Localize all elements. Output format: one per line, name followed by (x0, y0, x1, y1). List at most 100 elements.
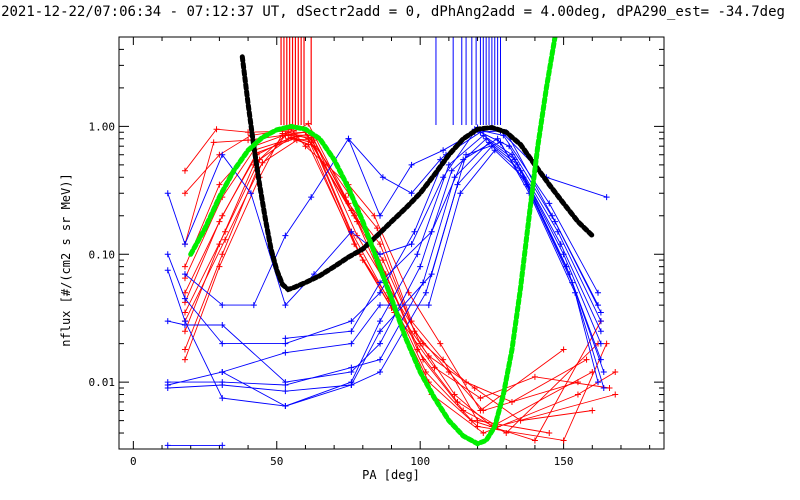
red-data-point (603, 340, 610, 347)
blue-data-point (348, 228, 355, 235)
red-data-point (460, 407, 467, 414)
blue-data-point (445, 161, 452, 168)
blue-data-point (348, 364, 355, 371)
red-data-point (216, 241, 223, 248)
blue-data-point (164, 381, 171, 388)
blue-vertical-markers (435, 37, 501, 125)
blue-data-point (549, 212, 556, 219)
blue-data-point (377, 289, 384, 296)
red-data-point (574, 391, 581, 398)
blue-data-point (437, 156, 444, 163)
red-data-point (531, 373, 538, 380)
blue-data-point (219, 321, 226, 328)
blue-data-point (494, 135, 501, 142)
red-data-point (259, 159, 266, 166)
blue-flux-line (222, 141, 599, 407)
red-data-point (305, 120, 312, 127)
blue-data-point (408, 190, 415, 197)
red-vertical-markers (280, 37, 312, 125)
red-data-point (477, 407, 484, 414)
model-curves (188, 37, 595, 447)
red-data-point (477, 395, 484, 402)
blue-data-point (181, 241, 188, 248)
red-data-point (425, 353, 432, 360)
blue-data-point (181, 321, 188, 328)
blue-flux-line (167, 131, 602, 345)
plot-frame (118, 36, 665, 450)
black-model-curve (239, 54, 595, 293)
blue-data-point (379, 174, 386, 181)
x-tick-label: 100 (410, 455, 430, 468)
blue-data-point (247, 190, 254, 197)
blue-data-point (546, 200, 553, 207)
blue-data-point (595, 289, 602, 296)
blue-data-point (448, 167, 455, 174)
blue-data-point (414, 251, 421, 258)
blue-data-point (408, 241, 415, 248)
blue-data-point (308, 194, 315, 201)
blue-data-point (552, 218, 558, 225)
red-data-point (374, 225, 381, 232)
red-data-point (612, 369, 619, 376)
blue-data-point (460, 156, 467, 163)
red-data-point (508, 398, 515, 405)
blue-data-point (348, 318, 355, 325)
blue-data-point (219, 442, 226, 449)
red-data-point (583, 356, 590, 363)
blue-data-point (597, 309, 604, 316)
red-data-point (342, 194, 349, 201)
red-data-point (216, 263, 223, 270)
red-data-point (311, 143, 318, 150)
red-data-point (546, 430, 553, 437)
red-data-point (285, 129, 292, 136)
red-data-point (431, 364, 438, 371)
blue-data-point (595, 379, 602, 386)
blue-data-point (219, 151, 226, 158)
blue-data-point (219, 340, 226, 347)
red-data-point (210, 139, 217, 146)
blue-data-point (600, 384, 607, 391)
red-data-point (219, 251, 226, 258)
blue-data-point (497, 139, 504, 146)
red-flux-line (184, 123, 616, 427)
blue-data-point (377, 369, 384, 376)
y-tick-label: 1.00 (89, 120, 116, 133)
y-axis-label: nflux [#/(cm2 s sr MeV)] (59, 173, 73, 346)
red-data-point (216, 218, 223, 225)
blue-data-point (411, 228, 418, 235)
red-data-point (216, 181, 223, 188)
blue-data-point (282, 302, 289, 309)
x-tick-label: 150 (554, 455, 574, 468)
red-data-point (420, 340, 427, 347)
red-data-point (517, 417, 524, 424)
blue-data-point (282, 403, 289, 410)
blue-data-point (597, 328, 604, 335)
red-data-point (181, 346, 188, 353)
blue-data-point (603, 194, 610, 201)
blue-data-point (440, 147, 447, 154)
x-tick-label: 50 (270, 455, 283, 468)
blue-data-point (164, 251, 171, 258)
blue-data-point (597, 340, 604, 347)
red-data-point (377, 241, 384, 248)
red-data-point (437, 340, 444, 347)
blue-data-point (425, 302, 432, 309)
red-data-point (181, 167, 188, 174)
red-data-point (305, 141, 312, 148)
red-data-point (290, 135, 297, 142)
red-data-point (213, 126, 220, 133)
axis-ticks: 0 50 100 150 0.01 0.10 1.00 (89, 36, 664, 468)
blue-data-point (428, 271, 435, 278)
x-tick-label: 0 (130, 455, 137, 468)
blue-data-point (377, 340, 384, 347)
blue-data-point (377, 251, 384, 258)
chart-title: 2021-12-22/07:06:34 - 07:12:37 UT, dSect… (1, 4, 785, 20)
blue-data-point (554, 228, 561, 235)
blue-data-point (560, 251, 567, 258)
blue-data-point (181, 295, 188, 302)
red-data-point (293, 137, 300, 144)
blue-data-point (600, 369, 607, 376)
blue-data-point (440, 174, 447, 181)
x-axis-label: PA [deg] (362, 468, 420, 482)
blue-data-point (282, 388, 289, 395)
